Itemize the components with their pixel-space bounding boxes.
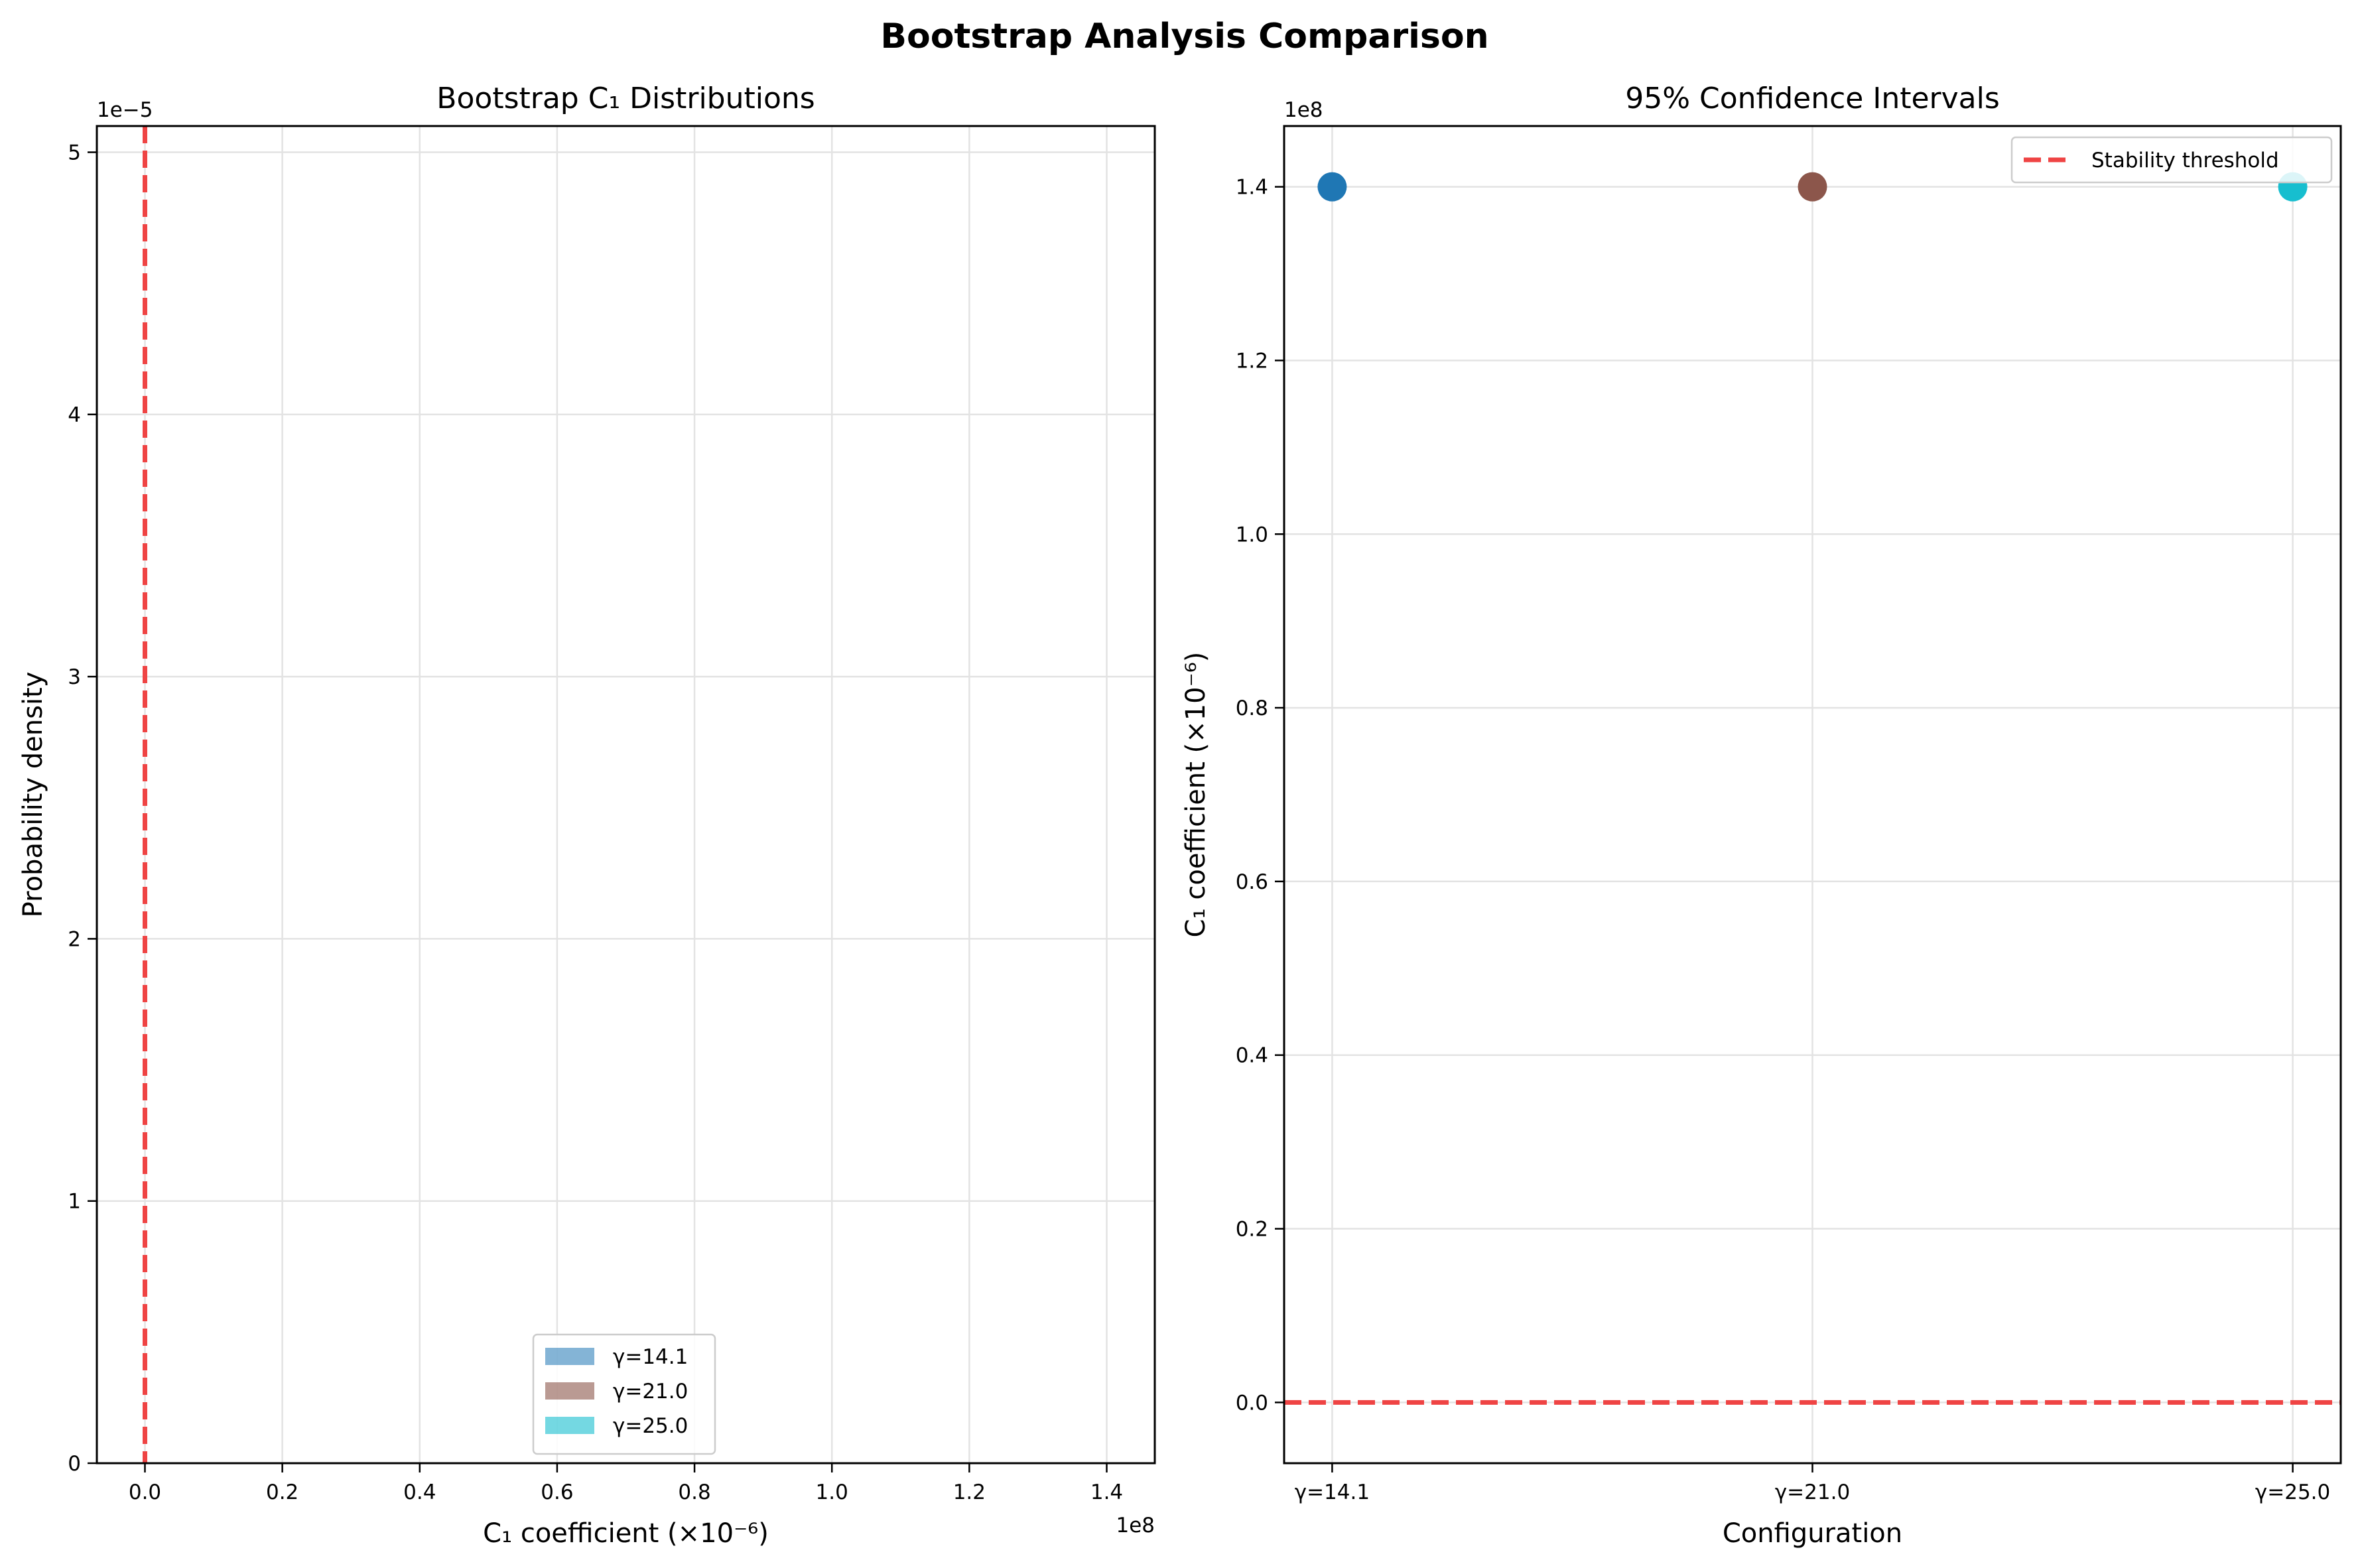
histogram-legend-swatch [545, 1348, 594, 1365]
histogram-legend-swatch [545, 1417, 594, 1434]
ci-point [1317, 172, 1347, 202]
histogram-y-tick-label: 3 [68, 665, 81, 689]
ci-y-tick-label: 0.8 [1236, 696, 1268, 720]
histogram-x-label: C₁ coefficient (×10⁻⁶) [483, 1518, 769, 1549]
histogram-panel: 0.0 0.2 0.4 0.6 0.8 1.0 1.2 1.4 0 1 2 3 4 5 Bootstrap… [18, 82, 1156, 1549]
ci-y-tick-label: 1.0 [1236, 523, 1268, 547]
histogram-grid [97, 126, 1155, 1465]
ci-title: 95% Confidence Intervals [1625, 82, 2000, 115]
ci-legend-box [2010, 136, 2333, 184]
ci-y-tick-label: 0.6 [1236, 870, 1268, 894]
figure-title: Bootstrap Analysis Comparison [880, 17, 1488, 56]
histogram-title: Bootstrap C₁ Distributions [436, 82, 815, 115]
ci-y-tick-label: 1.2 [1236, 349, 1268, 373]
ci-x-tick-label: γ=14.1 [1295, 1480, 1370, 1504]
ci-y-tick-label: 0.4 [1236, 1044, 1268, 1068]
histogram-legend-swatch [545, 1382, 594, 1400]
histogram-x-tick-label: 0.8 [678, 1480, 710, 1504]
histogram-y-tick-label: 4 [68, 403, 81, 427]
ci-ticks: γ=14.1 γ=21.0 γ=25.0 0.0 0.2 0.4 0.6 0.8 1.0 1.2 1… [1236, 176, 2331, 1504]
ci-y-tick-label: 1.4 [1236, 176, 1268, 200]
ci-y-tick-label: 0.2 [1236, 1218, 1268, 1242]
ci-panel: γ=14.1 γ=21.0 γ=25.0 0.0 0.2 0.4 0.6 0.8 1.0 1.2 1… [1181, 82, 2342, 1549]
histogram-legend-label: γ=14.1 [613, 1345, 688, 1369]
histogram-y-tick-label: 1 [68, 1190, 81, 1214]
ci-x-tick-label: γ=21.0 [1775, 1480, 1850, 1504]
histogram-legend-label: γ=25.0 [613, 1414, 688, 1438]
ci-y-label: C₁ coefficient (×10⁻⁶) [1181, 652, 1211, 938]
histogram-ticks: 0.0 0.2 0.4 0.6 0.8 1.0 1.2 1.4 0 1 2 3 4 5 [68, 141, 1123, 1504]
ci-x-tick-label: γ=25.0 [2255, 1480, 2330, 1504]
ci-legend: Stability threshold [2010, 136, 2333, 184]
ci-grid [1284, 126, 2341, 1463]
ci-y-tick-label: 0.0 [1236, 1391, 1268, 1415]
histogram-x-tick-label: 0.4 [403, 1480, 436, 1504]
histogram-y-tick-label: 0 [68, 1452, 81, 1476]
histogram-legend-label: γ=21.0 [613, 1380, 688, 1404]
histogram-y-label: Probability density [18, 672, 48, 918]
ci-y-offset: 1e8 [1284, 98, 1323, 122]
histogram-x-tick-label: 0.6 [541, 1480, 573, 1504]
histogram-y-tick-label: 2 [68, 927, 81, 951]
histogram-y-offset: 1e−5 [97, 98, 153, 122]
ci-point [1798, 172, 1827, 202]
histogram-x-tick-label: 1.4 [1090, 1480, 1123, 1504]
histogram-frame [96, 125, 1156, 1465]
ci-legend-label: Stability threshold [2091, 149, 2279, 172]
histogram-x-tick-label: 1.2 [953, 1480, 986, 1504]
histogram-x-tick-label: 1.0 [816, 1480, 848, 1504]
histogram-x-tick-label: 0.2 [266, 1480, 298, 1504]
ci-frame [1283, 125, 2342, 1465]
histogram-x-offset: 1e8 [1116, 1514, 1155, 1537]
ci-x-label: Configuration [1723, 1518, 1902, 1549]
histogram-y-tick-label: 5 [68, 141, 81, 165]
histogram-x-tick-label: 0.0 [129, 1480, 161, 1504]
histogram-legend: γ=14.1 γ=21.0 γ=25.0 [532, 1333, 716, 1455]
